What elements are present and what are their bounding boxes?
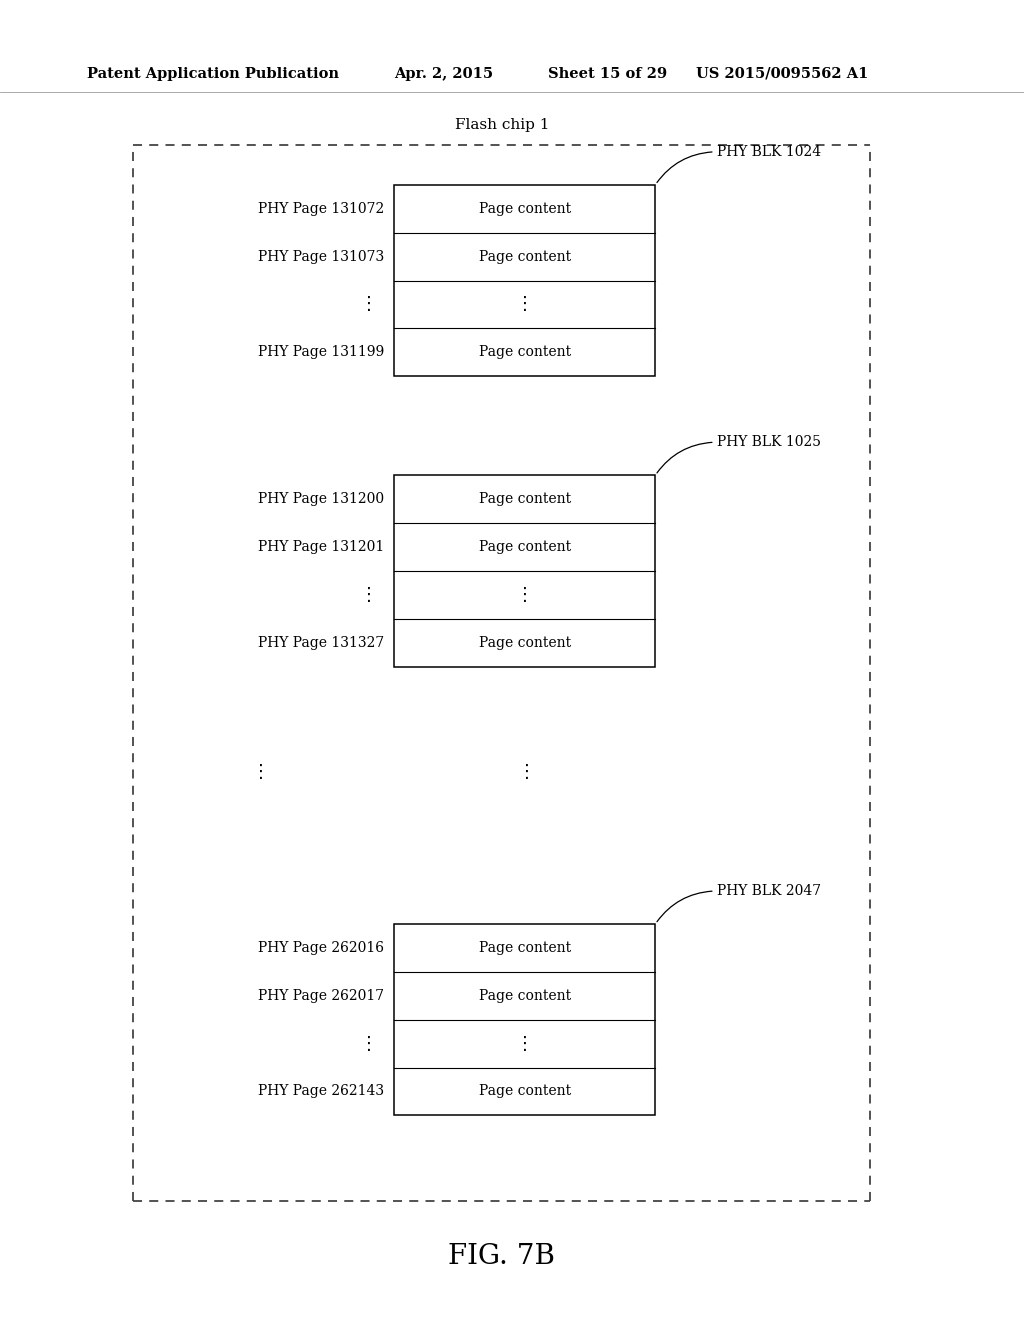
Bar	[394, 924, 655, 1115]
Text: ⋮: ⋮	[252, 763, 270, 781]
Text: PHY BLK 1024: PHY BLK 1024	[717, 145, 821, 158]
Text: PHY Page 131073: PHY Page 131073	[258, 249, 384, 264]
Text: Page content: Page content	[479, 1085, 570, 1098]
Bar	[394, 475, 655, 667]
Text: US 2015/0095562 A1: US 2015/0095562 A1	[696, 67, 868, 81]
Text: PHY Page 262143: PHY Page 262143	[258, 1085, 384, 1098]
Text: FIG. 7B: FIG. 7B	[449, 1243, 555, 1270]
Text: ⋮: ⋮	[516, 586, 534, 603]
Text: PHY Page 131199: PHY Page 131199	[258, 346, 384, 359]
Text: Page content: Page content	[479, 636, 570, 649]
Text: Page content: Page content	[479, 540, 570, 554]
Text: ⋮: ⋮	[516, 296, 534, 313]
Text: Page content: Page content	[479, 346, 570, 359]
Text: Patent Application Publication: Patent Application Publication	[87, 67, 339, 81]
Text: PHY BLK 2047: PHY BLK 2047	[717, 884, 821, 898]
Text: PHY Page 262016: PHY Page 262016	[258, 941, 384, 954]
Text: ⋮: ⋮	[359, 296, 378, 313]
Text: PHY Page 262017: PHY Page 262017	[258, 989, 384, 1003]
Text: PHY Page 131327: PHY Page 131327	[258, 636, 384, 649]
Text: ⋮: ⋮	[518, 763, 537, 781]
Text: PHY Page 131200: PHY Page 131200	[258, 492, 384, 506]
Text: Sheet 15 of 29: Sheet 15 of 29	[548, 67, 667, 81]
Text: PHY Page 131072: PHY Page 131072	[258, 202, 384, 215]
Text: Page content: Page content	[479, 202, 570, 215]
Text: Page content: Page content	[479, 989, 570, 1003]
Text: PHY Page 131201: PHY Page 131201	[258, 540, 384, 554]
Text: ⋮: ⋮	[516, 1035, 534, 1052]
Text: Flash chip 1: Flash chip 1	[455, 119, 549, 132]
Text: PHY BLK 1025: PHY BLK 1025	[717, 436, 821, 449]
Text: Apr. 2, 2015: Apr. 2, 2015	[394, 67, 494, 81]
Text: Page content: Page content	[479, 249, 570, 264]
Text: Page content: Page content	[479, 941, 570, 954]
Text: ⋮: ⋮	[359, 1035, 378, 1052]
Bar	[394, 185, 655, 376]
Text: Page content: Page content	[479, 492, 570, 506]
Text: ⋮: ⋮	[359, 586, 378, 603]
